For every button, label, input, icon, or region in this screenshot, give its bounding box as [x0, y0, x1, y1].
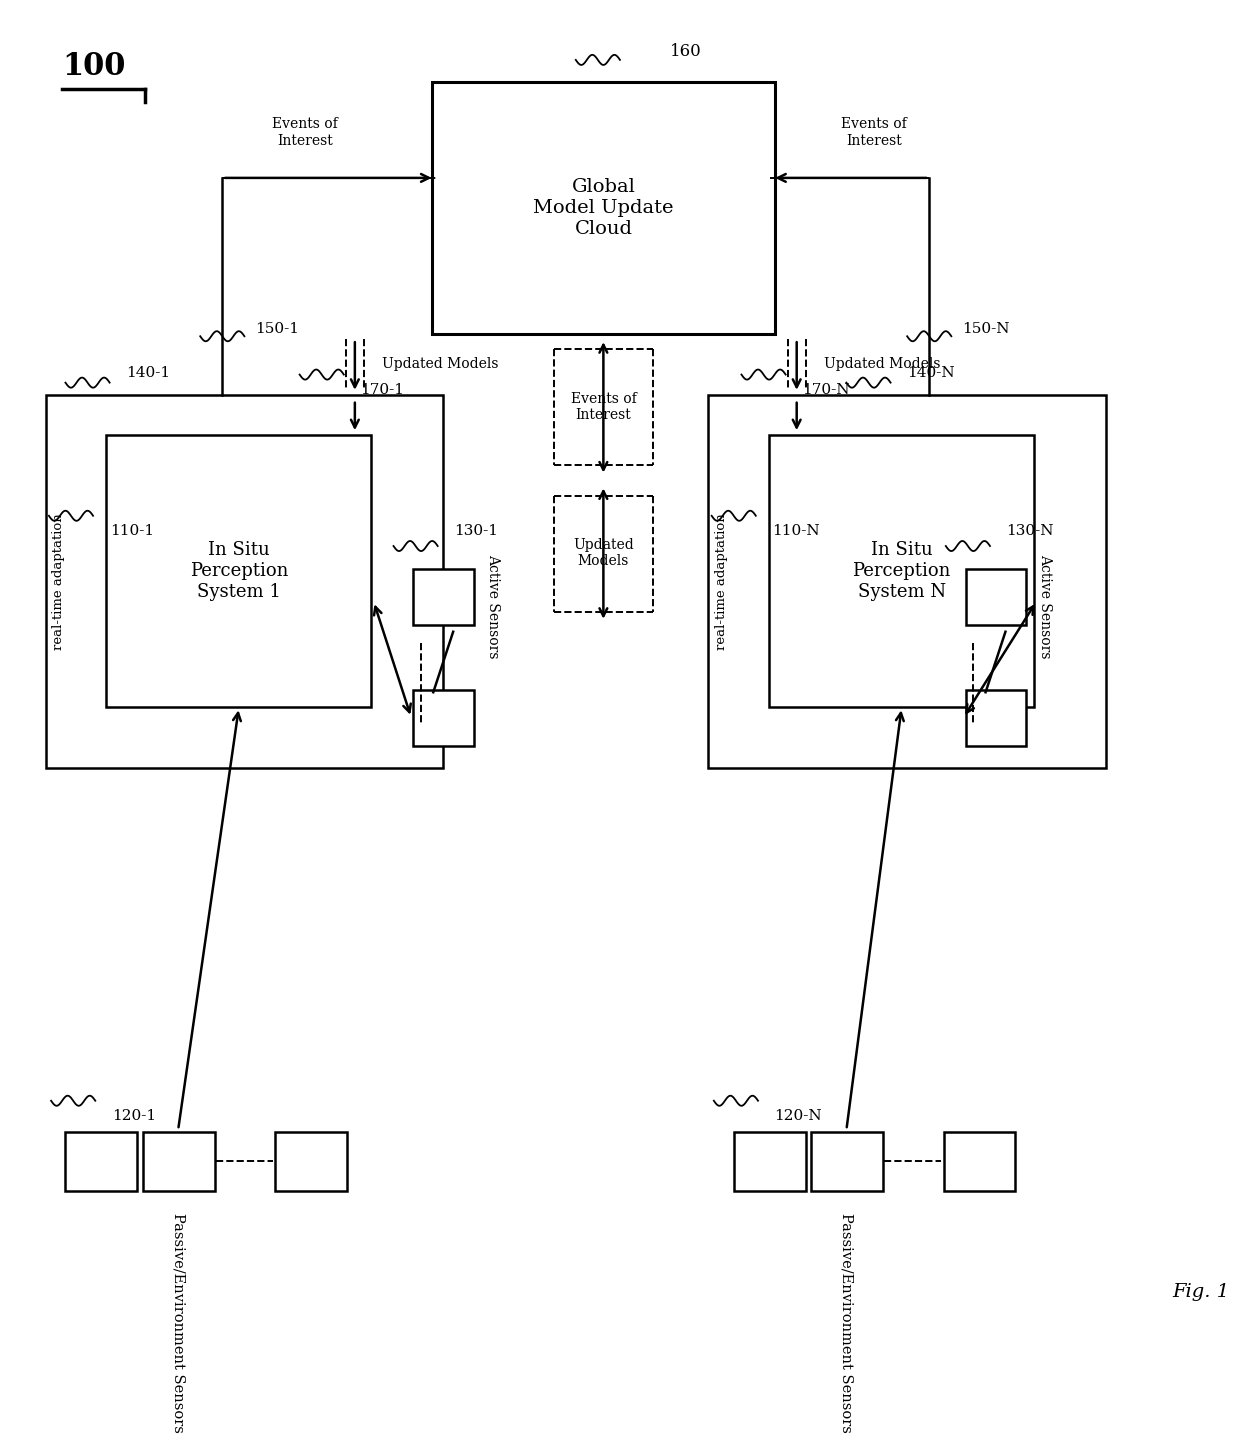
Text: real-time adaptation: real-time adaptation	[715, 513, 728, 650]
Text: 130-1: 130-1	[454, 524, 498, 537]
Text: 110-1: 110-1	[109, 524, 154, 537]
Text: Passive/Environment Sensors: Passive/Environment Sensors	[839, 1212, 853, 1432]
Text: 120-1: 120-1	[112, 1109, 156, 1122]
Bar	[413, 691, 474, 746]
Text: real-time adaptation: real-time adaptation	[52, 513, 66, 650]
Text: 100: 100	[62, 52, 125, 83]
Bar	[143, 1132, 215, 1190]
Text: 150-N: 150-N	[962, 321, 1009, 336]
Text: Passive/Environment Sensors: Passive/Environment Sensors	[171, 1212, 185, 1432]
Bar	[811, 1132, 883, 1190]
Bar	[413, 569, 474, 624]
Bar	[966, 691, 1027, 746]
Text: 140-1: 140-1	[126, 365, 170, 379]
Text: Events of
Interest: Events of Interest	[841, 117, 906, 148]
Text: 130-N: 130-N	[1007, 524, 1054, 537]
Text: 150-1: 150-1	[255, 321, 299, 336]
Text: 140-N: 140-N	[908, 365, 955, 379]
Text: 170-N: 170-N	[802, 382, 849, 397]
Text: Updated
Models: Updated Models	[573, 539, 634, 568]
Bar	[734, 1132, 806, 1190]
Text: Updated Models: Updated Models	[382, 358, 498, 372]
Text: Global
Model Update
Cloud: Global Model Update Cloud	[533, 178, 673, 237]
Bar	[66, 1132, 138, 1190]
Bar	[275, 1132, 347, 1190]
Bar	[769, 434, 1034, 708]
Bar	[107, 434, 372, 708]
Text: Events of
Interest: Events of Interest	[273, 117, 339, 148]
Bar	[944, 1132, 1016, 1190]
Text: 120-N: 120-N	[775, 1109, 822, 1122]
Text: 160: 160	[670, 43, 702, 61]
Bar	[433, 83, 775, 334]
Text: 170-1: 170-1	[361, 382, 404, 397]
Text: 110-N: 110-N	[773, 524, 820, 537]
Bar	[966, 569, 1027, 624]
Bar	[46, 395, 443, 767]
Text: In Situ
Perception
System N: In Situ Perception System N	[852, 542, 951, 601]
Text: Active Sensors: Active Sensors	[486, 555, 500, 659]
Text: In Situ
Perception
System 1: In Situ Perception System 1	[190, 542, 288, 601]
Bar	[708, 395, 1106, 767]
Text: Events of
Interest: Events of Interest	[570, 392, 636, 421]
Text: Fig. 1: Fig. 1	[1172, 1283, 1229, 1302]
Text: Updated Models: Updated Models	[825, 358, 941, 372]
Text: Active Sensors: Active Sensors	[1038, 555, 1053, 659]
